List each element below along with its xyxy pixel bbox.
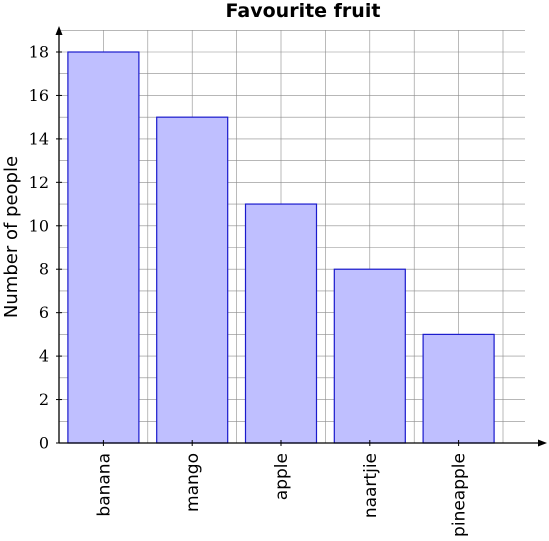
y-axis-label: Number of people xyxy=(1,156,22,318)
y-axis-arrow xyxy=(55,26,63,35)
x-tick-label: mango xyxy=(183,453,203,512)
bar-naartjie xyxy=(333,268,406,444)
y-tick-label: 10 xyxy=(29,216,49,235)
bar-banana xyxy=(67,51,140,444)
y-tick-label: 12 xyxy=(29,173,49,192)
y-tick-label: 4 xyxy=(39,347,49,366)
axes xyxy=(55,26,547,447)
bars xyxy=(67,51,495,444)
y-tick-label: 16 xyxy=(29,86,49,105)
x-tick-label: banana xyxy=(94,453,114,517)
x-tick-label: naartjie xyxy=(361,453,381,518)
y-tick-label: 6 xyxy=(39,303,49,322)
x-tick-label: apple xyxy=(272,453,292,500)
y-tick-label: 14 xyxy=(29,129,49,148)
x-axis-arrow xyxy=(538,439,547,447)
y-tick-labels: 0 2 4 6 8 10 12 14 16 18 xyxy=(29,43,62,453)
y-tick-label: 2 xyxy=(39,390,49,409)
y-tick-label: 0 xyxy=(39,434,49,453)
y-tick-label: 18 xyxy=(29,43,49,62)
bar-apple xyxy=(244,203,318,444)
y-tick-label: 8 xyxy=(39,260,49,279)
bar-mango xyxy=(156,116,229,444)
x-tick-label: pineapple xyxy=(450,453,470,537)
bar-pineapple xyxy=(422,333,495,444)
chart-title: Favourite fruit xyxy=(226,0,381,22)
x-tick-labels: banana mango apple naartjie pineapple xyxy=(94,440,470,537)
